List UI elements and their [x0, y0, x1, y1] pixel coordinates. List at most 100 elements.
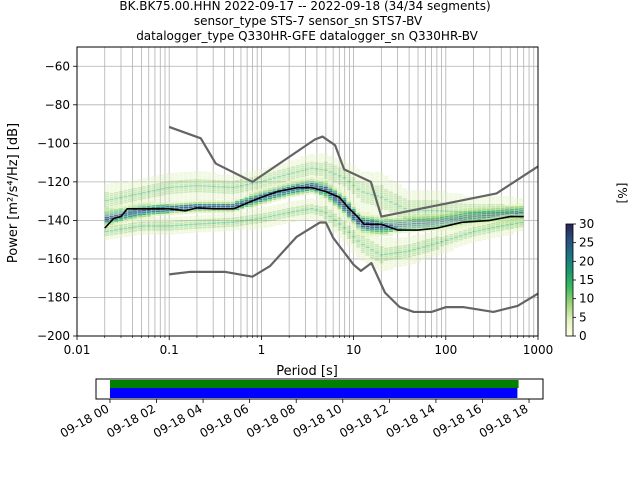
density-cell: [318, 216, 324, 218]
density-cell: [281, 165, 286, 167]
density-cell: [337, 223, 342, 225]
density-cell: [509, 208, 515, 211]
density-cell: [360, 193, 366, 195]
density-cell: [346, 198, 352, 200]
density-cell: [393, 222, 398, 225]
density-cell: [402, 264, 407, 266]
density-cell: [276, 187, 282, 190]
density-cell: [370, 222, 375, 225]
density-cell: [467, 222, 473, 225]
density-cell: [179, 197, 184, 200]
density-cell: [509, 196, 515, 198]
density-cell: [318, 200, 324, 203]
density-cell: [239, 173, 245, 175]
density-cell: [430, 229, 435, 231]
density-cell: [165, 217, 170, 220]
density-cell: [221, 197, 226, 200]
density-cell: [118, 181, 123, 183]
density-cell: [165, 175, 170, 178]
density-cell: [267, 182, 272, 184]
density-cell: [449, 193, 454, 195]
density-cell: [384, 181, 389, 184]
density-cell: [486, 213, 491, 216]
density-cell: [225, 180, 231, 183]
density-cell: [505, 202, 510, 204]
density-cell: [211, 193, 217, 195]
density-cell: [463, 217, 468, 219]
density-cell: [253, 202, 258, 204]
density-cell: [486, 211, 491, 214]
density-cell: [253, 183, 258, 186]
density-cell: [244, 195, 249, 198]
density-cell: [300, 165, 305, 168]
timeline-tick-label: 09-18 10: [291, 401, 345, 440]
density-cell: [225, 227, 231, 230]
density-cell: [495, 233, 501, 236]
density-cell: [221, 221, 226, 224]
density-cell: [109, 189, 114, 191]
density-cell: [235, 200, 240, 203]
density-cell: [155, 198, 161, 201]
density-cell: [286, 209, 291, 212]
density-cell: [351, 194, 356, 196]
density-cell: [169, 213, 175, 216]
density-cell: [179, 216, 184, 219]
density-cell: [332, 221, 338, 223]
density-cell: [221, 209, 226, 212]
density-cell: [323, 175, 328, 177]
density-cell: [346, 178, 352, 181]
density-cell: [197, 204, 203, 206]
density-cell: [304, 178, 310, 180]
density-cell: [104, 201, 110, 204]
density-cell: [141, 203, 147, 206]
density-cell: [109, 200, 114, 203]
density-cell: [188, 231, 193, 234]
density-cell: [374, 263, 380, 265]
density-cell: [337, 227, 342, 229]
density-cell: [435, 194, 440, 197]
density-cell: [342, 219, 347, 221]
density-cell: [346, 176, 352, 179]
density-cell: [514, 224, 519, 227]
density-cell: [458, 231, 463, 233]
density-cell: [239, 192, 245, 195]
density-cell: [495, 225, 501, 228]
density-cell: [481, 217, 487, 220]
density-cell: [407, 242, 412, 245]
density-cell: [411, 225, 417, 227]
density-cell: [374, 183, 380, 186]
density-cell: [146, 219, 151, 222]
density-cell: [174, 213, 179, 215]
density-cell: [193, 184, 198, 187]
density-cell: [379, 173, 384, 176]
density-cell: [309, 179, 314, 181]
density-cell: [421, 215, 426, 218]
density-cell: [370, 191, 375, 194]
density-cell: [337, 225, 342, 227]
density-cell: [449, 197, 454, 199]
density-cell: [235, 222, 240, 225]
density-cell: [258, 198, 263, 201]
density-cell: [300, 173, 305, 176]
density-cell: [272, 186, 277, 189]
density-cell: [398, 237, 403, 240]
density-cell: [342, 192, 347, 195]
density-cell: [193, 173, 198, 175]
density-cell: [430, 235, 435, 238]
density-cell: [244, 180, 249, 182]
density-cell: [477, 202, 482, 204]
density-cell: [472, 228, 477, 231]
density-cell: [505, 222, 510, 224]
density-cell: [337, 163, 342, 166]
density-cell: [109, 212, 114, 214]
density-cell: [216, 191, 221, 194]
density-cell: [351, 171, 356, 173]
density-cell: [365, 229, 370, 232]
density-cell: [337, 207, 342, 210]
density-cell: [384, 212, 389, 214]
density-cell: [290, 212, 296, 215]
density-cell: [137, 200, 142, 203]
density-cell: [346, 203, 352, 206]
density-cell: [463, 219, 468, 221]
